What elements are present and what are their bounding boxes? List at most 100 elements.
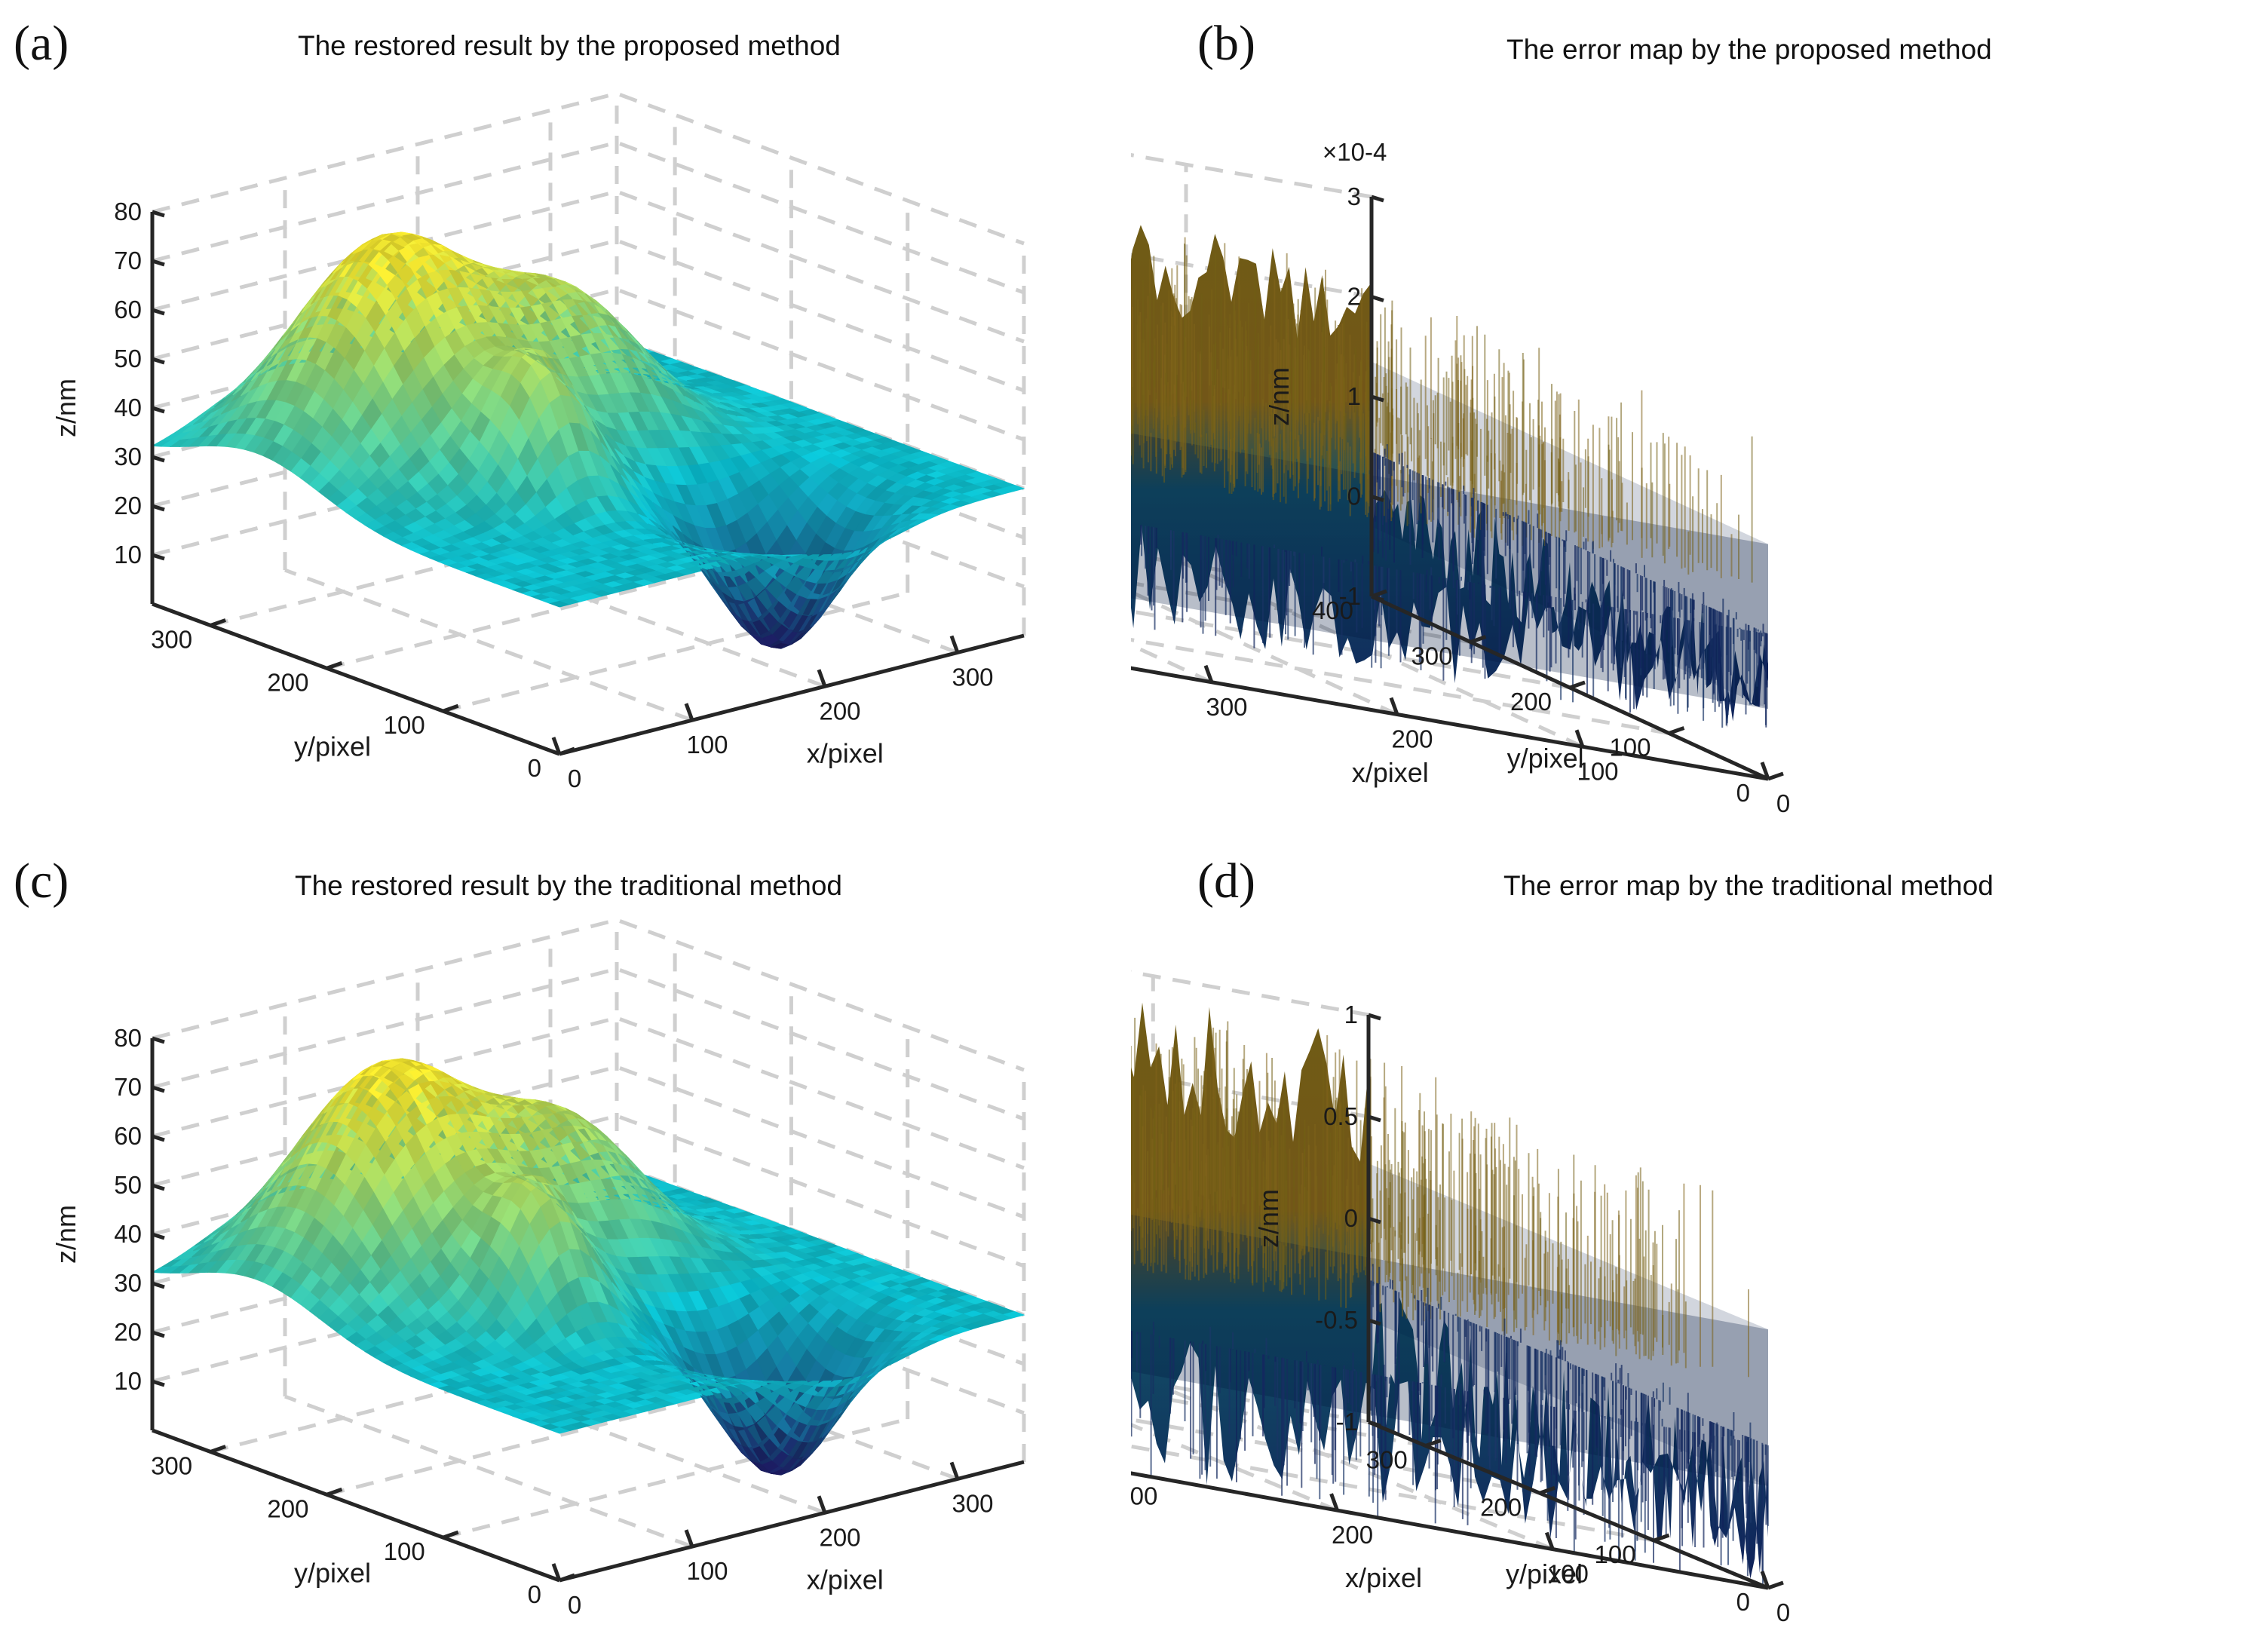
x-axis [559, 633, 1025, 756]
axes: 10 20 30 40 50 60 70 80 0 100 200 300 0 100 200 300 x/pi… [51, 198, 1025, 792]
x-tick-label: 300 [1206, 693, 1247, 721]
z-tick-label: 0 [1347, 483, 1361, 510]
panel-a: (a) The restored result by the proposed … [0, 0, 1131, 826]
surface-plot: -1012301002003004000100200300400x/pixely… [1131, 138, 1790, 817]
y-tick-label: 300 [1411, 642, 1452, 670]
gridline [1131, 642, 1213, 685]
gridline [443, 590, 909, 713]
axes: -1012301002003004000100200300400x/pixely… [1131, 138, 1790, 817]
y-tick-label: 0 [528, 754, 541, 782]
x-tick-label: 200 [1391, 725, 1433, 753]
z-tick-label: 3 [1347, 182, 1361, 210]
x-tick [551, 737, 562, 755]
z-tick [1371, 495, 1384, 502]
z-tick [152, 553, 165, 561]
y-axis [152, 602, 560, 756]
y-tick [559, 746, 575, 756]
z-tick-label: 70 [114, 247, 142, 274]
z-tick-label: 2 [1347, 283, 1361, 311]
surface-plot: 102030405060708001002003000100200300x/pi… [51, 91, 1026, 792]
z-tick [152, 308, 165, 316]
z-tick [1371, 394, 1384, 403]
surface-plot: 102030405060708001002003000100200300x/pi… [51, 918, 1026, 1619]
panel-c: (c) The restored result by the tradition… [0, 826, 1131, 1652]
y-tick [326, 660, 343, 670]
z-tick-label: -1 [1339, 582, 1361, 610]
x-tick-label: 100 [1577, 757, 1618, 785]
surface-facet [1003, 484, 1025, 492]
x-tick-label: 200 [819, 697, 860, 725]
x-tick [684, 703, 694, 721]
z-tick [152, 406, 165, 414]
z-tick-label: 40 [114, 394, 142, 421]
z-tick-label: 60 [114, 296, 142, 323]
gridline [152, 91, 1025, 246]
surface [1131, 225, 1768, 728]
z-tick [152, 357, 165, 365]
z-tick-label: 20 [114, 492, 142, 520]
gridline [1131, 609, 1571, 690]
z-axis-label: z/nm [1264, 367, 1295, 426]
x-tick-label: 300 [952, 663, 993, 691]
y-tick [1668, 726, 1685, 735]
z-exponent-label: ×10-4 [1323, 138, 1387, 166]
y-tick-label: 200 [1510, 688, 1552, 716]
y-tick-label: 100 [1609, 734, 1651, 762]
z-tick [152, 210, 165, 218]
y-tick [442, 703, 459, 713]
gridline [152, 140, 1025, 295]
x-tick [1760, 762, 1770, 780]
gridline [152, 967, 1025, 1121]
x-tick-label: 100 [686, 731, 728, 759]
gridline [284, 1394, 693, 1549]
x-axis-label: x/pixel [1352, 757, 1429, 788]
y-axis-label: y/pixel [1507, 743, 1584, 774]
z-tick [152, 504, 165, 512]
gridline [417, 1360, 826, 1515]
gridline [152, 1016, 1025, 1170]
gridline [152, 189, 1025, 344]
y-tick-label: 300 [151, 625, 192, 653]
x-tick-label: 0 [568, 765, 581, 792]
x-tick [1389, 697, 1399, 716]
z-tick [1371, 295, 1384, 302]
y-tick [1569, 680, 1586, 690]
y-axis-label: y/pixel [294, 731, 371, 762]
x-tick-label: 0 [1776, 789, 1790, 817]
y-tick-label: 200 [267, 668, 308, 696]
x-tick [1203, 664, 1214, 683]
surface [151, 1058, 1025, 1476]
y-tick-label: 400 [1312, 596, 1353, 624]
panel-b: (b) The error map by the proposed method… [1131, 0, 2262, 826]
x-axis-label: x/pixel [807, 738, 884, 769]
y-tick [210, 618, 226, 627]
panel-title: The error map by the proposed method [1506, 34, 1992, 65]
panel-label: (a) [14, 16, 69, 71]
panel-title: The restored result by the traditional m… [295, 870, 842, 901]
z-tick-label: 80 [114, 198, 142, 225]
gridline [443, 1417, 909, 1540]
panel-title: The restored result by the proposed meth… [298, 30, 841, 61]
panel-label: (b) [1197, 16, 1255, 71]
gridline [284, 568, 693, 722]
y-tick [1470, 635, 1487, 644]
x-tick [1574, 729, 1585, 748]
z-tick [152, 259, 165, 267]
z-tick-label: 1 [1347, 382, 1361, 410]
z-tick-label: 50 [114, 345, 142, 372]
gridline [417, 534, 826, 688]
gridline [1131, 637, 1669, 735]
surface [151, 231, 1025, 649]
y-tick [1767, 771, 1784, 781]
z-tick-label: 30 [114, 443, 142, 470]
y-tick [1371, 589, 1387, 599]
z-axis-label: z/nm [51, 379, 81, 437]
y-tick-label: 100 [384, 711, 425, 739]
panel-label: (c) [14, 854, 69, 909]
z-tick [1371, 195, 1384, 203]
x-tick [817, 669, 827, 688]
gridline [152, 918, 1025, 1072]
x-tick [949, 635, 960, 654]
z-tick [152, 455, 165, 463]
